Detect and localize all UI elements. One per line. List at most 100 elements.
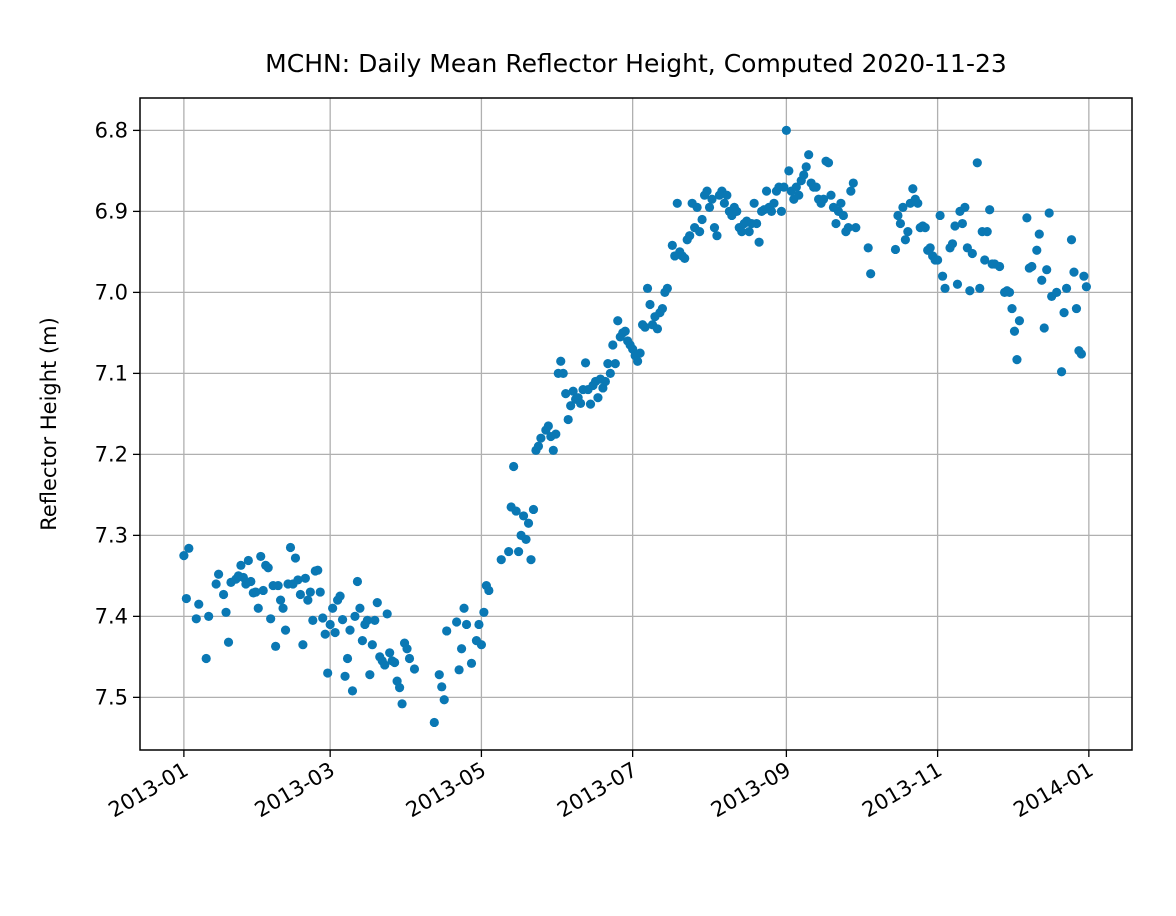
point [452, 617, 462, 627]
point [278, 603, 288, 613]
point [823, 158, 834, 168]
point [799, 170, 809, 180]
point [1012, 355, 1022, 365]
point [194, 599, 204, 609]
point [330, 627, 340, 638]
point [843, 222, 853, 233]
point [342, 653, 353, 664]
point [184, 543, 194, 553]
point [1034, 229, 1044, 239]
point [370, 615, 380, 626]
point [985, 205, 995, 215]
point [1027, 261, 1037, 272]
point [1014, 316, 1025, 326]
point [484, 585, 494, 596]
point [355, 603, 365, 613]
chart-title: MCHN: Daily Mean Reflector Height, Compu… [265, 49, 1007, 78]
point [258, 585, 268, 596]
point [320, 629, 330, 639]
point [536, 433, 546, 443]
point [390, 657, 400, 668]
point [325, 619, 335, 630]
point [603, 359, 613, 369]
point [556, 356, 566, 366]
point [456, 644, 467, 654]
point [352, 576, 363, 587]
point [776, 206, 787, 216]
point [1009, 326, 1020, 336]
point [1059, 308, 1069, 318]
point [246, 576, 256, 587]
point [836, 198, 846, 208]
point [300, 573, 310, 583]
point [957, 218, 968, 229]
point [593, 393, 603, 403]
point [605, 368, 615, 378]
point [290, 553, 301, 563]
point [913, 198, 923, 208]
point [662, 283, 672, 293]
point [920, 222, 930, 233]
point [295, 589, 306, 600]
y-tick-label: 7.4 [95, 604, 128, 628]
point [442, 626, 452, 636]
point [285, 542, 296, 553]
point [709, 222, 720, 233]
point [345, 625, 355, 635]
point [305, 587, 315, 597]
point [380, 660, 390, 670]
point [680, 253, 690, 263]
point [521, 534, 531, 545]
point [975, 283, 985, 293]
point [328, 603, 338, 613]
point [846, 186, 856, 196]
point [972, 158, 982, 168]
point [1044, 208, 1054, 218]
point [439, 695, 449, 705]
point [898, 202, 908, 212]
point [707, 194, 717, 204]
point [251, 587, 261, 597]
point [937, 271, 948, 281]
point [1004, 287, 1015, 297]
point [685, 231, 695, 241]
point [429, 717, 439, 728]
point [350, 611, 360, 621]
point [908, 184, 918, 194]
point [476, 640, 487, 650]
point [1061, 283, 1072, 293]
point [940, 283, 950, 293]
point [256, 551, 266, 562]
point [982, 227, 992, 237]
point [608, 340, 618, 350]
point [744, 227, 754, 237]
point [1081, 282, 1091, 292]
point [1069, 267, 1079, 277]
point [965, 286, 975, 296]
point [580, 358, 591, 368]
point [1037, 275, 1047, 285]
point [551, 429, 561, 439]
point [340, 671, 350, 681]
point [318, 613, 328, 623]
point [585, 399, 596, 409]
point [273, 580, 283, 591]
point [275, 595, 286, 605]
point [362, 615, 372, 626]
point [181, 593, 191, 604]
point [672, 198, 682, 208]
point [801, 162, 811, 172]
point [1042, 265, 1052, 275]
y-axis-label: Reflector Height (m) [37, 317, 61, 531]
point [548, 445, 558, 455]
point [347, 686, 358, 696]
point [933, 255, 943, 265]
point [952, 279, 963, 289]
point [980, 255, 990, 265]
point [528, 504, 539, 515]
plot-frame [139, 97, 1133, 751]
point [236, 560, 246, 570]
point [179, 551, 189, 561]
point [935, 210, 945, 221]
